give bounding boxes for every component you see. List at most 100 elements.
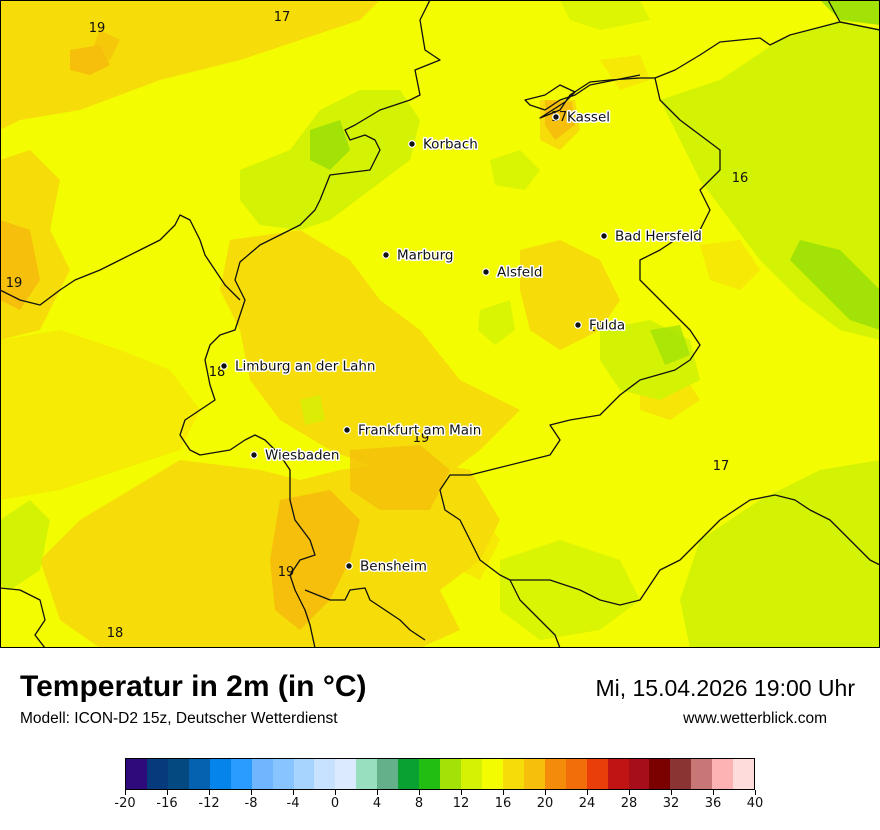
colorbar-segment — [691, 759, 713, 789]
tick-label: 8 — [414, 796, 424, 811]
city-frankfurt-am-main[interactable]: Frankfurt am Main — [343, 421, 483, 440]
tick-mark — [586, 790, 588, 795]
city-label: Wiesbaden — [265, 448, 339, 464]
tick-label: -16 — [156, 796, 178, 811]
tick-label: 40 — [746, 796, 764, 811]
tick-mark — [376, 790, 378, 795]
city-marburg[interactable]: Marburg — [382, 246, 455, 265]
colorbar-segment — [293, 759, 315, 789]
city-label: Korbach — [423, 137, 478, 153]
city-limburg-an-der-lahn[interactable]: Limburg an der Lahn — [220, 357, 377, 376]
tick-label: -4 — [286, 796, 300, 811]
tick-mark — [292, 790, 294, 795]
tick-mark — [712, 790, 714, 795]
city-fulda[interactable]: Fulda — [574, 316, 627, 335]
city-wiesbaden[interactable]: Wiesbaden — [250, 446, 341, 465]
value-labels: 1917191716171819171918 — [6, 10, 749, 641]
city-label: Bensheim — [360, 559, 427, 575]
website-link[interactable]: www.wetterblick.com — [683, 710, 827, 727]
city-label: Frankfurt am Main — [358, 423, 481, 439]
colorbar-segment — [461, 759, 482, 789]
city-dot-icon — [220, 362, 228, 370]
colorbar-segment — [670, 759, 692, 789]
tick-label: 12 — [452, 796, 470, 811]
tick-label: 4 — [372, 796, 382, 811]
colorbar-segment — [251, 759, 273, 789]
temperature-map[interactable]: 1917191716171819171918 KasselKorbachBad … — [0, 0, 880, 648]
colorbar-segment — [377, 759, 399, 789]
colorbar-segment — [314, 759, 336, 789]
colorbar-segment — [188, 759, 210, 789]
tick-label: -12 — [198, 796, 220, 811]
city-bensheim[interactable]: Bensheim — [345, 557, 428, 576]
page-title: Temperatur in 2m (in °C) — [20, 670, 367, 703]
colorbar-segment — [272, 759, 294, 789]
city-kassel[interactable]: Kassel — [552, 108, 612, 127]
colorbar-segment — [209, 759, 231, 789]
tick-mark — [628, 790, 630, 795]
colorbar-segment — [565, 759, 587, 789]
colorbar-segment — [230, 759, 252, 789]
tick-mark — [544, 790, 546, 795]
tick-mark — [502, 790, 504, 795]
temp-field-12-14 — [310, 0, 880, 365]
colorbar-segment — [607, 759, 629, 789]
tick-label: 20 — [536, 796, 554, 811]
value-label: 18 — [107, 626, 124, 641]
colorbar-segment — [481, 759, 503, 789]
model-source: Modell: ICON-D2 15z, Deutscher Wetterdie… — [20, 710, 338, 727]
state-borders — [0, 0, 880, 648]
colorbar-segment — [398, 759, 420, 789]
city-dot-icon — [600, 232, 608, 240]
colorbar-segment — [544, 759, 566, 789]
colorbar-segment — [419, 759, 441, 789]
value-label: 17 — [588, 320, 605, 335]
colorbar-segment — [712, 759, 734, 789]
tick-mark — [670, 790, 672, 795]
city-label: Kassel — [567, 110, 610, 126]
tick-label: 32 — [662, 796, 680, 811]
tick-label: 0 — [330, 796, 340, 811]
colorbar-ticks: -20 -16 -12 -8 -4 0 4 8 12 16 20 24 28 32 36 40 — [114, 790, 763, 820]
city-label: Bad Hersfeld — [615, 229, 702, 245]
city-bad-hersfeld[interactable]: Bad Hersfeld — [600, 227, 703, 246]
temp-field-20-22 — [0, 30, 575, 630]
colorbar-segment — [167, 759, 189, 789]
tick-label: -20 — [114, 796, 136, 811]
city-alsfeld[interactable]: Alsfeld — [482, 263, 544, 282]
city-dot-icon — [408, 140, 416, 148]
tick-mark — [334, 790, 336, 795]
city-label: Fulda — [589, 318, 625, 334]
value-label: 19 — [413, 431, 430, 446]
city-label: Marburg — [397, 248, 453, 264]
colorbar-segment — [523, 759, 545, 789]
value-label: 16 — [732, 171, 749, 186]
city-label: Limburg an der Lahn — [235, 359, 375, 375]
colorbar-segment — [356, 759, 378, 789]
tick-label: 16 — [494, 796, 512, 811]
colorbar-segment — [649, 759, 671, 789]
city-dot-icon — [345, 562, 353, 570]
colorbar-segment — [146, 759, 168, 789]
tick-mark — [418, 790, 420, 795]
tick-mark — [460, 790, 462, 795]
value-label: 19 — [6, 276, 23, 291]
colorbar-segment — [733, 759, 755, 789]
tick-mark — [754, 790, 756, 795]
colorbar-segment — [628, 759, 650, 789]
value-label: 17 — [713, 459, 730, 474]
colorbar-segment — [586, 759, 608, 789]
tick-label: 36 — [704, 796, 722, 811]
colorbar-legend — [125, 758, 755, 790]
tick-mark — [208, 790, 210, 795]
colorbar-segment — [440, 759, 461, 789]
colorbar-segment — [502, 759, 524, 789]
value-label: 19 — [278, 565, 295, 580]
value-label: 17 — [274, 10, 291, 25]
city-korbach[interactable]: Korbach — [408, 135, 479, 154]
tick-mark — [166, 790, 168, 795]
city-dot-icon — [574, 321, 582, 329]
forecast-datetime: Mi, 15.04.2026 19:00 Uhr — [595, 675, 855, 701]
city-dot-icon — [250, 451, 258, 459]
city-label: Alsfeld — [497, 265, 542, 281]
